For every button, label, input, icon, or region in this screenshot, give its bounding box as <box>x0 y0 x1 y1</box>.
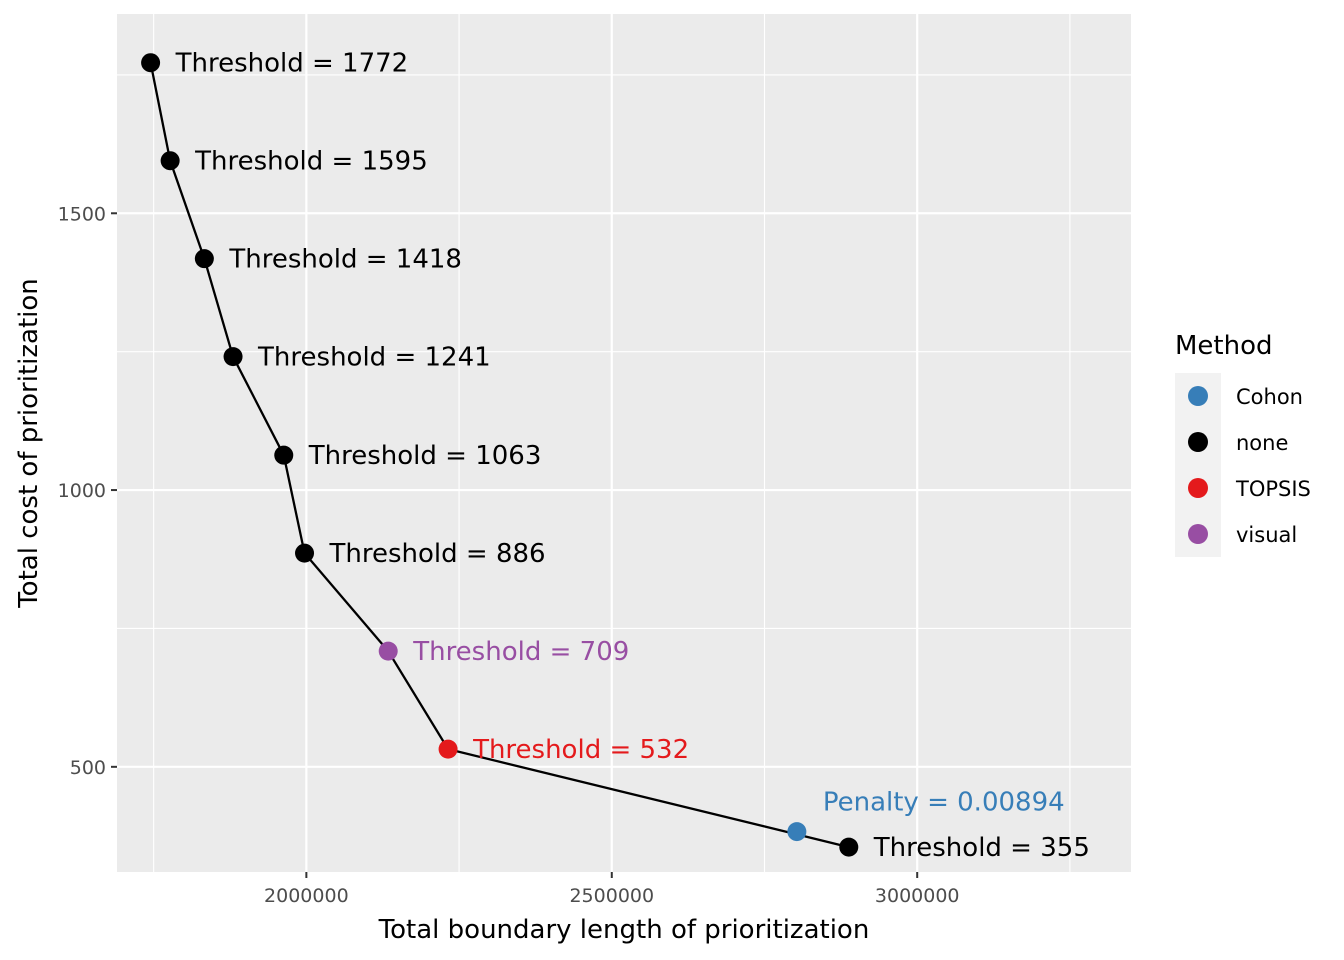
legend: Method Cohon none TOPSIS visual <box>1175 331 1311 557</box>
tick-labels: 2000000 2500000 3000000 500 1000 1500 <box>58 203 960 907</box>
data-point-visual <box>378 641 398 661</box>
minor-gridlines <box>117 14 1131 872</box>
legend-label: TOPSIS <box>1235 477 1311 501</box>
data-point-none <box>295 543 315 563</box>
data-label: Threshold = 886 <box>329 539 546 569</box>
axis-ticks <box>111 212 919 878</box>
data-label: Threshold = 355 <box>873 833 1090 863</box>
legend-label: Cohon <box>1236 385 1303 409</box>
data-label: Threshold = 1595 <box>194 147 428 177</box>
y-tick-label: 1000 <box>58 480 106 502</box>
data-label: Threshold = 1772 <box>175 49 409 79</box>
legend-key-visual <box>1188 524 1208 544</box>
legend-key-cohon <box>1188 386 1208 406</box>
y-axis-title: Total cost of prioritization <box>14 278 44 609</box>
data-point-none <box>274 445 294 465</box>
data-label: Threshold = 1063 <box>308 441 542 471</box>
x-tick-label: 2500000 <box>569 885 654 907</box>
data-points <box>141 53 859 857</box>
y-tick-label: 1500 <box>58 203 106 225</box>
data-label: Threshold = 709 <box>412 637 629 667</box>
legend-key-none <box>1188 432 1208 452</box>
data-point-none <box>223 347 243 367</box>
y-tick-label: 500 <box>70 757 106 779</box>
data-label: Threshold = 1241 <box>257 343 491 373</box>
data-point-topsis <box>438 739 458 759</box>
major-gridlines <box>117 14 1131 872</box>
legend-title: Method <box>1175 331 1273 361</box>
x-tick-label: 3000000 <box>875 885 960 907</box>
legend-items: Cohon none TOPSIS visual <box>1188 385 1311 547</box>
x-tick-label: 2000000 <box>264 885 349 907</box>
data-point-none <box>160 151 180 171</box>
plot-panel <box>117 14 1131 872</box>
data-label: Penalty = 0.00894 <box>823 788 1065 818</box>
point-labels: Threshold = 1772 Threshold = 1595 Threshol… <box>175 49 1090 863</box>
legend-label: visual <box>1236 523 1297 547</box>
data-point-none <box>839 837 859 857</box>
data-label: Threshold = 532 <box>472 735 689 765</box>
data-point-cohon <box>787 822 807 842</box>
data-label: Threshold = 1418 <box>228 245 462 275</box>
data-point-none <box>194 249 214 269</box>
legend-label: none <box>1236 431 1288 455</box>
data-point-none <box>141 53 161 73</box>
x-axis-title: Total boundary length of prioritization <box>378 915 870 945</box>
legend-key-topsis <box>1188 478 1208 498</box>
